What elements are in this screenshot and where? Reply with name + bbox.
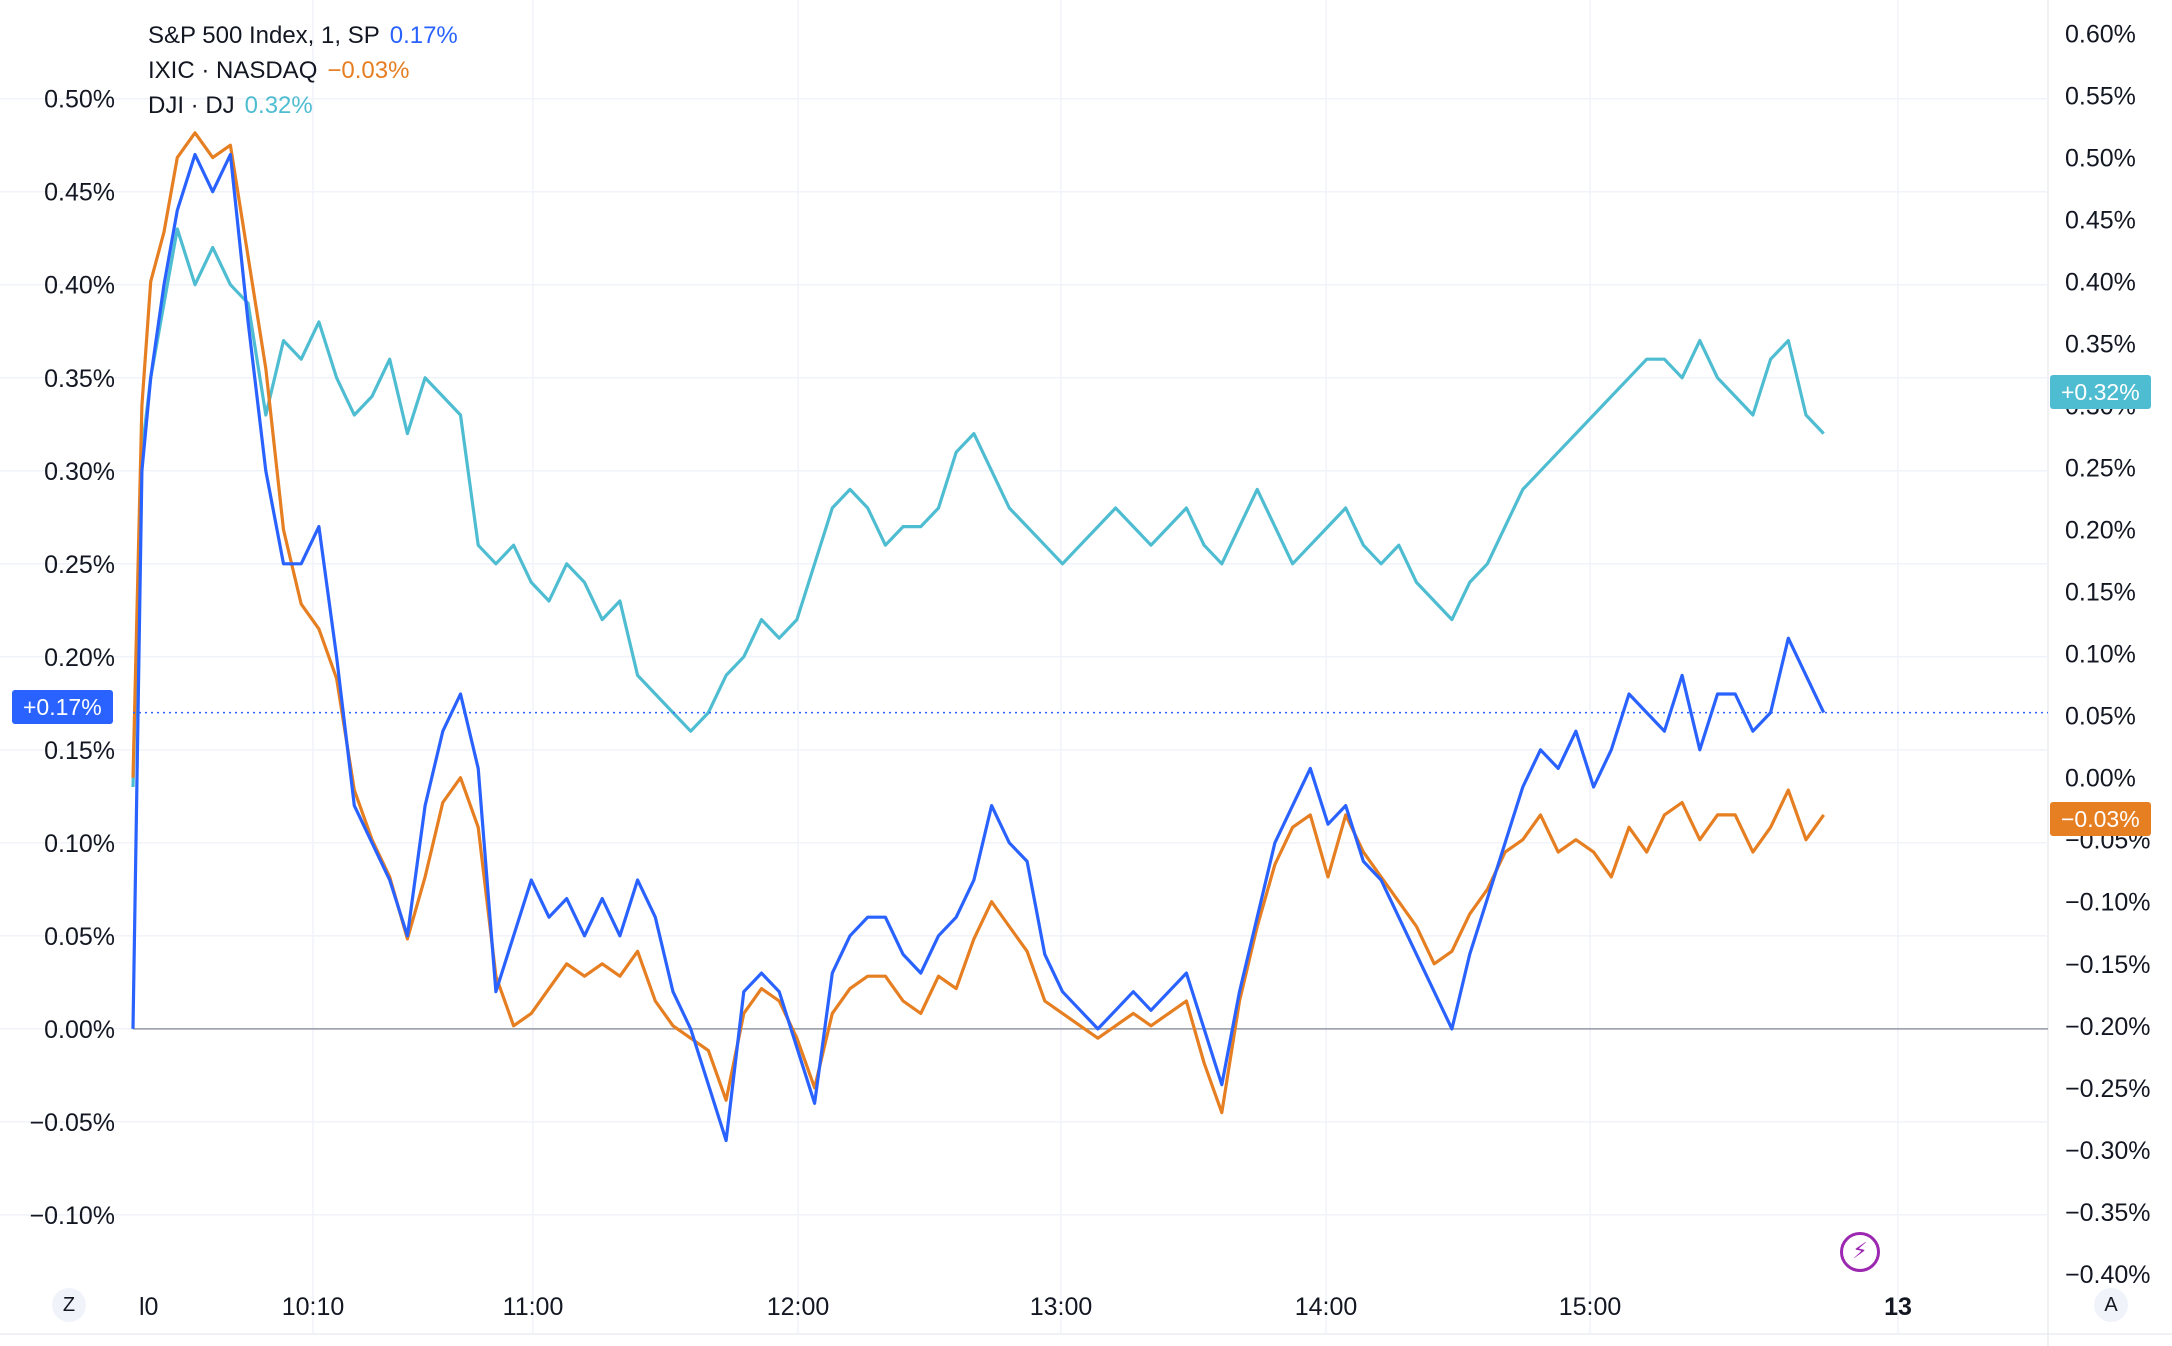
right-tick-label: 0.45% [2065,207,2136,235]
dji-price-tag: +0.32% [2050,375,2151,409]
left-tick-label: 0.30% [44,458,115,486]
left-tick-label: 0.20% [44,644,115,672]
right-tick-label: 0.05% [2065,703,2136,731]
left-tick-label: 0.40% [44,272,115,300]
legend-dji-value: 0.32% [244,92,313,119]
legend-ixic-value: −0.03% [327,57,410,84]
x-tick-label: 10:10 [282,1293,345,1321]
x-tick-label: 11:00 [503,1293,564,1321]
sp500-price-tag: +0.17% [12,690,113,724]
legend-sp500-name: S&P 500 Index, 1, SP [148,22,380,49]
left-tick-label: 0.15% [44,737,115,765]
left-tick-label: −0.05% [30,1109,116,1137]
right-tick-label: 0.00% [2065,765,2136,793]
legend-dji-name: DJI · DJ [148,92,235,119]
right-tick-label: −0.15% [2065,951,2151,979]
chart-legend: S&P 500 Index, 1, SP 0.17% IXIC · NASDAQ −… [148,18,458,123]
auto-scale-button[interactable]: A [2094,1288,2128,1322]
left-tick-label: 0.05% [44,923,115,951]
legend-row-sp500: S&P 500 Index, 1, SP 0.17% [148,18,458,53]
right-tick-label: 0.25% [2065,455,2136,483]
left-tick-label: 0.45% [44,179,115,207]
left-tick-label: −0.10% [30,1202,116,1230]
right-tick-label: 0.20% [2065,517,2136,545]
right-tick-label: 0.10% [2065,641,2136,669]
right-tick-label: −0.20% [2065,1013,2151,1041]
left-tick-label: 0.25% [44,551,115,579]
lightning-icon[interactable]: ⚡ [1840,1232,1880,1272]
ixic-price-tag: −0.03% [2050,802,2151,836]
right-tick-label: −0.35% [2065,1199,2151,1227]
right-tick-label: 0.35% [2065,331,2136,359]
legend-sp500-value: 0.17% [389,22,458,49]
timezone-toggle-button[interactable]: Z [52,1288,86,1322]
right-tick-label: −0.25% [2065,1075,2151,1103]
right-tick-label: −0.40% [2065,1261,2151,1289]
right-tick-label: 0.50% [2065,145,2136,173]
left-tick-label: 0.00% [44,1016,115,1044]
left-tick-label: 0.10% [44,830,115,858]
left-tick-label: 0.35% [44,365,115,393]
x-tick-label: 15:00 [1559,1293,1622,1321]
x-tick-label: 13:00 [1030,1293,1093,1321]
series-line-sp500 [131,152,1826,1143]
right-tick-label: 0.55% [2065,83,2136,111]
series-line-dji [131,227,1825,788]
legend-row-dji: DJI · DJ 0.32% [148,88,458,123]
x-tick-label: 14:00 [1295,1293,1358,1321]
right-tick-label: 0.15% [2065,579,2136,607]
legend-ixic-name: IXIC · NASDAQ [148,57,318,84]
right-tick-label: 0.40% [2065,269,2136,297]
right-tick-label: 0.60% [2065,21,2136,49]
left-tick-label: 0.50% [44,86,115,114]
x-tick-label: 13 [1884,1293,1912,1321]
x-tick-label: 12:00 [767,1293,830,1321]
right-tick-label: −0.30% [2065,1137,2151,1165]
legend-row-ixic: IXIC · NASDAQ −0.03% [148,53,458,88]
right-tick-label: −0.10% [2065,889,2151,917]
x-tick-label: l0 [139,1293,158,1321]
